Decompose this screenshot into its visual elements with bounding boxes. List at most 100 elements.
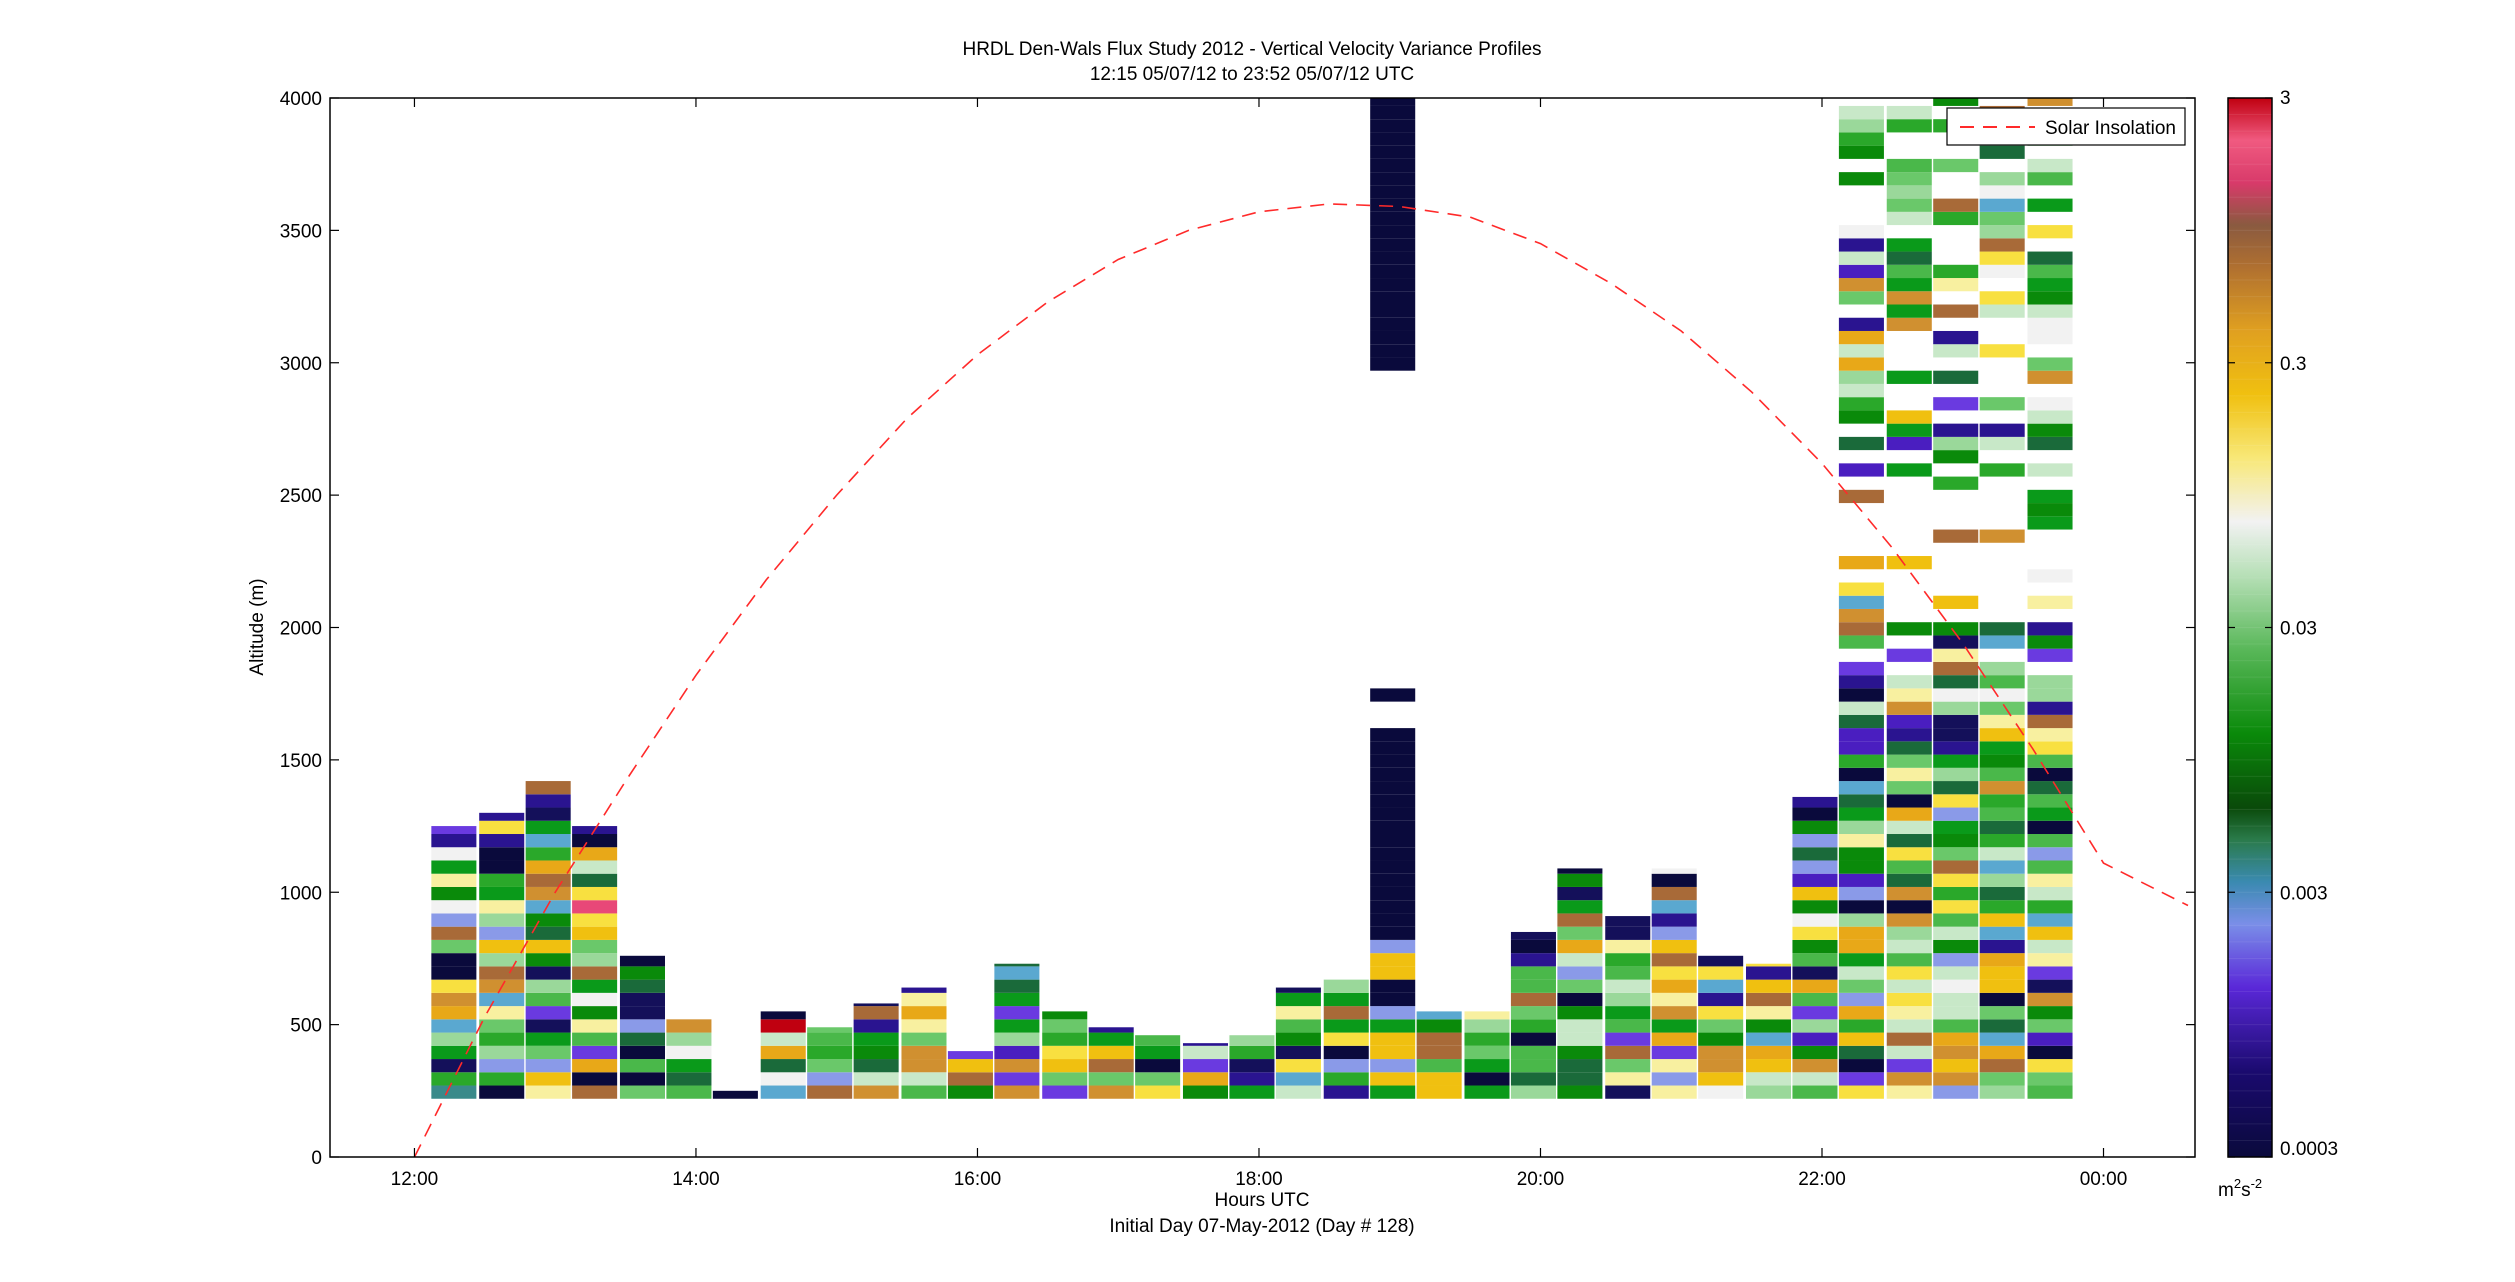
heatmap-cell xyxy=(712,1090,758,1099)
heatmap-cell xyxy=(1088,1072,1134,1086)
heatmap-cell xyxy=(1229,1085,1275,1099)
heatmap-cell xyxy=(2027,926,2073,940)
heatmap-cell xyxy=(572,847,618,861)
heatmap-cell xyxy=(1370,913,1416,927)
heatmap-cell xyxy=(2027,860,2073,874)
heatmap-cell xyxy=(853,1003,899,1007)
heatmap-cell xyxy=(1979,728,2025,742)
heatmap-cell xyxy=(1886,158,1932,173)
heatmap-cell xyxy=(1275,1059,1321,1073)
heatmap-cell xyxy=(1745,1072,1792,1086)
colorbar-ticks: 0.0003 0.003 0.03 0.3 3 xyxy=(2228,88,2338,1160)
heatmap-cell xyxy=(1042,1019,1088,1033)
heatmap-cell xyxy=(1838,847,1884,861)
heatmap-cell xyxy=(2027,198,2073,212)
heatmap-cell xyxy=(1792,926,1838,940)
heatmap-cell xyxy=(1979,714,2025,729)
heatmap-cell xyxy=(1979,145,2025,159)
heatmap-cell xyxy=(1370,98,1416,106)
heatmap-cell xyxy=(1979,185,2025,199)
heatmap-cell xyxy=(1886,436,1932,451)
heatmap-cell xyxy=(994,1072,1040,1086)
heatmap-cell xyxy=(479,1085,525,1099)
heatmap-cell xyxy=(1933,860,1979,874)
heatmap-cell xyxy=(525,781,571,795)
heatmap-cell xyxy=(1557,926,1603,940)
heatmap-cell xyxy=(760,1011,806,1020)
heatmap-cell xyxy=(1698,1019,1744,1033)
heatmap-cell xyxy=(1370,1019,1416,1033)
heatmap-cell xyxy=(572,1045,618,1060)
heatmap-cell xyxy=(1979,622,2025,636)
heatmap-cell xyxy=(1838,278,1884,292)
heatmap-cell xyxy=(1557,873,1603,887)
heatmap-cell xyxy=(479,900,525,914)
heatmap-cell xyxy=(1557,992,1603,1007)
heatmap-cell xyxy=(619,1032,665,1046)
heatmap-cell xyxy=(901,1072,947,1086)
heatmap-cell xyxy=(853,1032,899,1046)
heatmap-cell xyxy=(431,834,477,848)
heatmap-cell xyxy=(1792,939,1838,954)
heatmap-cell xyxy=(1838,264,1884,279)
heatmap-cell xyxy=(1370,251,1416,265)
heatmap-cell xyxy=(1933,595,1979,609)
heatmap-cell xyxy=(1838,939,1884,954)
heatmap-cell xyxy=(1370,847,1416,861)
heatmap-cell xyxy=(1838,1032,1884,1046)
colorbar-tick-label: 3 xyxy=(2280,88,2291,109)
heatmap-cell xyxy=(1933,939,1979,954)
heatmap-cell xyxy=(1886,834,1932,848)
heatmap-cell xyxy=(2027,728,2073,742)
heatmap-cell xyxy=(1370,953,1416,967)
heatmap-cell xyxy=(1933,900,1979,914)
solar-insolation-path xyxy=(413,203,2189,1157)
heatmap-cell xyxy=(2027,397,2073,411)
legend: Solar Insolation xyxy=(1946,107,2186,146)
heatmap-cell xyxy=(1510,931,1556,940)
heatmap-cell xyxy=(2027,370,2073,384)
heatmap-cell xyxy=(1416,1072,1462,1086)
heatmap-cell xyxy=(1838,489,1884,504)
heatmap-cell xyxy=(1042,1059,1088,1073)
heatmap-cell xyxy=(1651,966,1697,980)
heatmap-cell xyxy=(525,1006,571,1020)
heatmap-cell xyxy=(525,979,571,993)
heatmap-cell xyxy=(1838,105,1884,120)
heatmap-cell xyxy=(1838,860,1884,874)
heatmap-cell xyxy=(1229,1035,1275,1046)
heatmap-cell xyxy=(807,1027,853,1033)
heatmap-cell xyxy=(1886,251,1932,265)
heatmap-cell xyxy=(1557,1072,1603,1086)
heatmap-cell xyxy=(2027,330,2073,345)
heatmap-cell xyxy=(1838,225,1884,239)
heatmap-cell xyxy=(1838,979,1884,993)
heatmap-cell xyxy=(1838,701,1884,715)
heatmap-cell xyxy=(1979,344,2025,358)
heatmap-cell xyxy=(479,953,525,967)
heatmap-cell xyxy=(994,992,1040,1007)
heatmap-cell xyxy=(1275,987,1321,993)
heatmap-cell xyxy=(1275,992,1321,1007)
heatmap-cell xyxy=(1838,1059,1884,1073)
heatmap-cell xyxy=(1979,966,2025,980)
heatmap-cell xyxy=(1886,463,1932,477)
heatmap-cell xyxy=(1838,728,1884,742)
heatmap-cell xyxy=(1979,701,2025,715)
heatmap-cell xyxy=(1838,463,1884,477)
heatmap-cell xyxy=(431,847,477,861)
heatmap-cell xyxy=(1886,860,1932,874)
heatmap-cell xyxy=(1933,648,1979,662)
heatmap-cell xyxy=(1838,635,1884,649)
heatmap-cell xyxy=(1979,635,2025,649)
heatmap-cell xyxy=(1651,992,1697,1007)
heatmap-cell xyxy=(1838,172,1884,186)
heatmap-cell xyxy=(1370,939,1416,954)
heatmap-cell xyxy=(479,966,525,980)
heatmap-cell xyxy=(1370,1032,1416,1046)
heatmap-cell xyxy=(1933,688,1979,702)
heatmap-cell xyxy=(1370,330,1416,345)
heatmap-cell xyxy=(2027,820,2073,835)
heatmap-cell xyxy=(1698,979,1744,993)
heatmap-cell xyxy=(2027,847,2073,861)
